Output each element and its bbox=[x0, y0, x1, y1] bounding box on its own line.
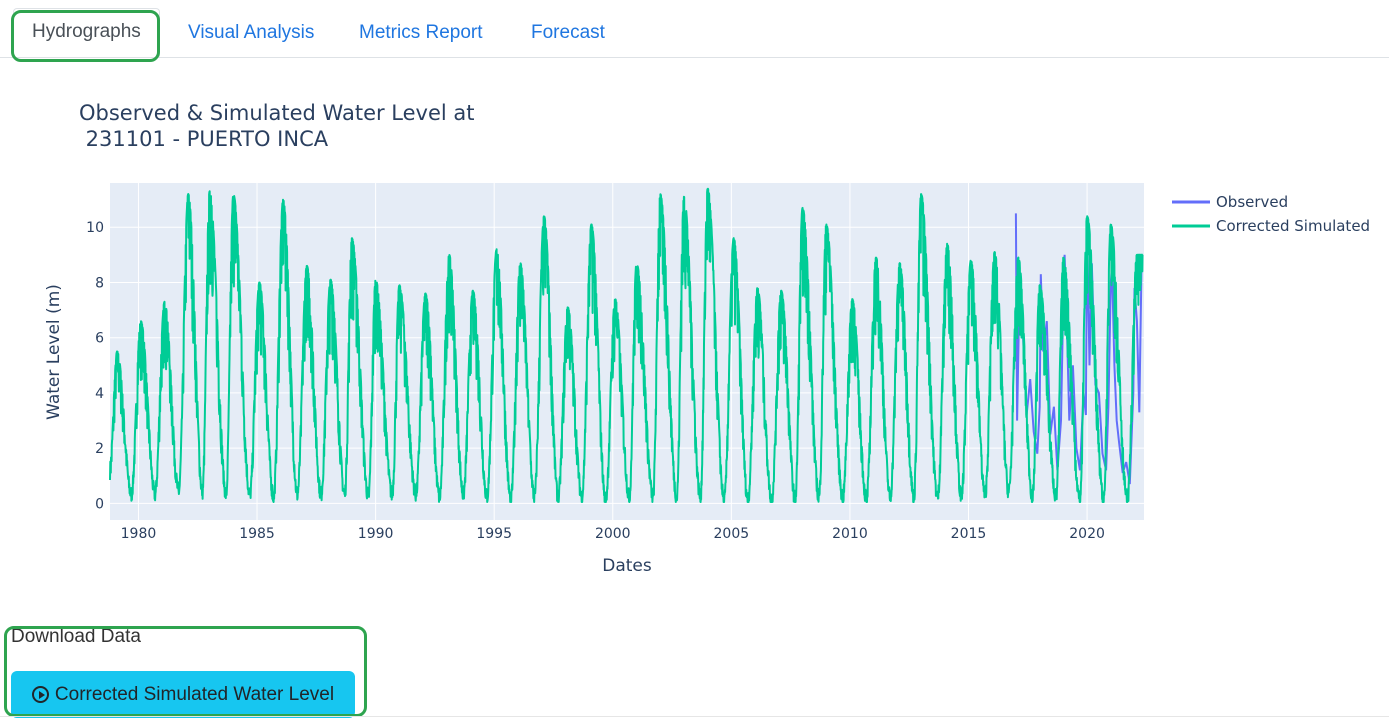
divider bbox=[0, 716, 1389, 717]
legend-item-corrected-simulated[interactable]: Corrected Simulated bbox=[1172, 217, 1370, 235]
x-axis-label: Dates bbox=[602, 556, 652, 576]
legend-label-observed: Observed bbox=[1216, 193, 1288, 211]
y-tick-label: 4 bbox=[95, 386, 104, 402]
axes: 1980 1985 1990 1995 2000 2005 2010 2015 2020 0 2 4 6… bbox=[86, 220, 1105, 542]
chart-title-line1: Observed & Simulated Water Level at bbox=[79, 101, 475, 125]
tab-visual-analysis[interactable]: Visual Analysis bbox=[188, 22, 315, 43]
highlight-box-download bbox=[4, 626, 367, 717]
download-button-label: Corrected Simulated Water Level bbox=[54, 683, 335, 705]
x-tick-label: 2020 bbox=[1069, 526, 1105, 542]
x-tick-label: 2015 bbox=[951, 526, 987, 542]
plot-area bbox=[109, 187, 1144, 503]
legend-item-observed[interactable]: Observed bbox=[1172, 193, 1288, 211]
highlight-box-tab bbox=[11, 10, 160, 62]
tab-hydrographs[interactable]: Hydrographs bbox=[13, 8, 160, 57]
tab-bar: Hydrographs Visual Analysis Metrics Repo… bbox=[0, 0, 1389, 58]
x-tick-label: 1985 bbox=[239, 526, 275, 542]
tab-forecast[interactable]: Forecast bbox=[531, 22, 605, 43]
y-tick-label: 6 bbox=[95, 331, 104, 347]
download-corrected-simulated-button[interactable]: Corrected Simulated Water Level bbox=[11, 671, 355, 718]
y-tick-label: 10 bbox=[86, 220, 104, 236]
y-tick-label: 8 bbox=[95, 275, 104, 291]
x-tick-label: 2010 bbox=[832, 526, 868, 542]
play-circle-icon bbox=[31, 686, 49, 703]
tab-metrics-report[interactable]: Metrics Report bbox=[359, 22, 483, 43]
legend: Observed Corrected Simulated bbox=[1172, 193, 1370, 235]
y-axis-label: Water Level (m) bbox=[44, 284, 64, 420]
chart-title: Observed & Simulated Water Level at 2311… bbox=[79, 100, 475, 152]
series-line-corrected-simulated bbox=[109, 187, 1144, 503]
x-tick-label: 1980 bbox=[121, 526, 157, 542]
x-tick-label: 1995 bbox=[476, 526, 512, 542]
hydrograph-chart: 1980 1985 1990 1995 2000 2005 2010 2015 2020 0 2 4 6… bbox=[44, 183, 1370, 576]
download-data-label: Download Data bbox=[11, 626, 141, 647]
chart-title-line2: 231101 - PUERTO INCA bbox=[79, 127, 329, 151]
legend-label-corrected-simulated: Corrected Simulated bbox=[1216, 217, 1370, 235]
x-tick-label: 2005 bbox=[714, 526, 750, 542]
y-tick-label: 2 bbox=[95, 441, 104, 457]
y-tick-label: 0 bbox=[95, 496, 104, 512]
x-tick-label: 1990 bbox=[358, 526, 394, 542]
x-tick-label: 2000 bbox=[595, 526, 631, 542]
